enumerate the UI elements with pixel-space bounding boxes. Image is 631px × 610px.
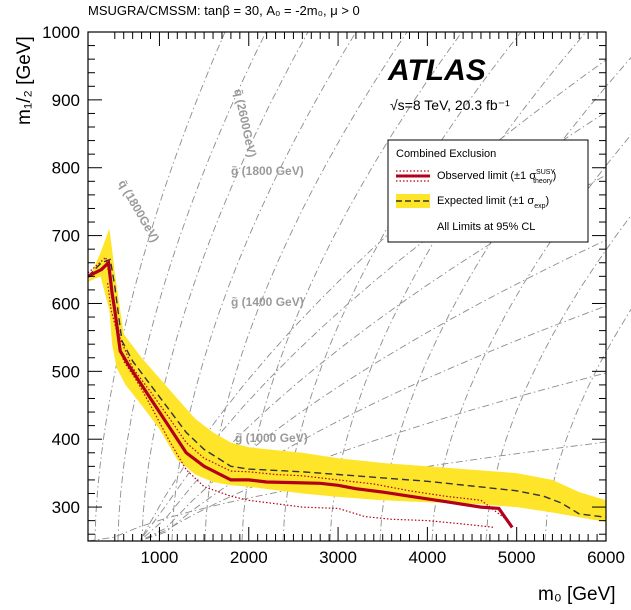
axis-ticks: 1000 2000 3000 4000 5000 6000 300 400 500 600 700 8… bbox=[42, 23, 625, 567]
y-tick-label: 900 bbox=[52, 91, 80, 110]
legend-title: Combined Exclusion bbox=[396, 148, 496, 160]
y-tick-label: 500 bbox=[52, 362, 80, 381]
squark-contour-6 bbox=[241, 31, 463, 542]
legend-expected-band bbox=[396, 194, 430, 208]
squark-1800-label: q̃ (1800GeV) bbox=[115, 178, 162, 245]
header-title: MSUGRA/CMSSM: tanβ = 30, A₀ = -2m₀, μ > … bbox=[88, 3, 360, 18]
legend-observed-sup: SUSY bbox=[536, 169, 555, 176]
legend-expected-sub: exp bbox=[534, 203, 545, 210]
y-tick-label: 300 bbox=[52, 498, 80, 517]
limit-lines-layer bbox=[87, 256, 607, 529]
y-tick-label: 700 bbox=[52, 227, 80, 246]
expected-band-layer bbox=[88, 228, 606, 523]
observed-minus-theory-line bbox=[107, 283, 495, 528]
legend-expected-label: Expected limit (±1 σ bbox=[437, 195, 534, 207]
gluino-contour-3 bbox=[88, 305, 607, 542]
y-tick-label: 1000 bbox=[42, 23, 80, 42]
squark-contour-7 bbox=[282, 31, 522, 542]
squark-contour-12 bbox=[544, 308, 631, 542]
gluino-1400-label: g̃ (1400 GeV) bbox=[231, 295, 304, 309]
atlas-label: ATLAS bbox=[387, 54, 486, 87]
observed-limit-line bbox=[87, 259, 514, 529]
legend-expected-close: ) bbox=[546, 195, 550, 207]
squark-2600-label: q̃ (2600GeV) bbox=[231, 88, 259, 159]
squark-contour-2 bbox=[117, 31, 267, 542]
legend-observed-sub: theory bbox=[533, 178, 553, 185]
y-axis-title: m₁/₂ [GeV] bbox=[14, 36, 35, 125]
x-tick-label: 4000 bbox=[408, 548, 446, 567]
y-tick-label: 600 bbox=[52, 294, 80, 313]
y-tick-label: 800 bbox=[52, 159, 80, 178]
x-tick-label: 6000 bbox=[587, 548, 625, 567]
y-tick-label: 400 bbox=[52, 430, 80, 449]
legend-observed-text: Observed limit (±1 σSUSY theory) bbox=[437, 169, 556, 185]
legend-box bbox=[387, 139, 589, 243]
legend-observed-close: ) bbox=[553, 170, 557, 182]
x-tick-label: 3000 bbox=[319, 548, 357, 567]
x-tick-label: 2000 bbox=[230, 548, 268, 567]
legend: Combined Exclusion Observed limit (±1 σS… bbox=[387, 139, 589, 243]
squark-contour-1 bbox=[94, 31, 226, 542]
expected-limit-band bbox=[88, 228, 606, 523]
legend-expected-text: Expected limit (±1 σexp) bbox=[437, 195, 549, 210]
legend-observed-label: Observed limit (±1 σ bbox=[437, 170, 536, 182]
observed-plus-theory-line bbox=[87, 256, 509, 522]
x-tick-label: 5000 bbox=[498, 548, 536, 567]
energy-lumi-label: √s=8 TeV, 20.3 fb⁻¹ bbox=[390, 97, 510, 113]
gluino-contour-7 bbox=[88, 59, 607, 542]
squark-contour-8 bbox=[329, 31, 587, 542]
squark-contour-5 bbox=[204, 31, 408, 542]
x-tick-label: 1000 bbox=[141, 548, 179, 567]
gluino-contour-4 bbox=[88, 239, 607, 542]
squark-contour-4 bbox=[171, 31, 357, 542]
expected-limit-line bbox=[87, 258, 607, 518]
gluino-1000-label: g̃ (1000 GeV) bbox=[235, 431, 308, 445]
gluino-1800-label: g̃ (1800 GeV) bbox=[231, 164, 304, 178]
legend-note: All Limits at 95% CL bbox=[437, 221, 535, 233]
gluino-contour-5 bbox=[88, 174, 607, 542]
x-axis-title: m₀ [GeV] bbox=[538, 584, 616, 605]
